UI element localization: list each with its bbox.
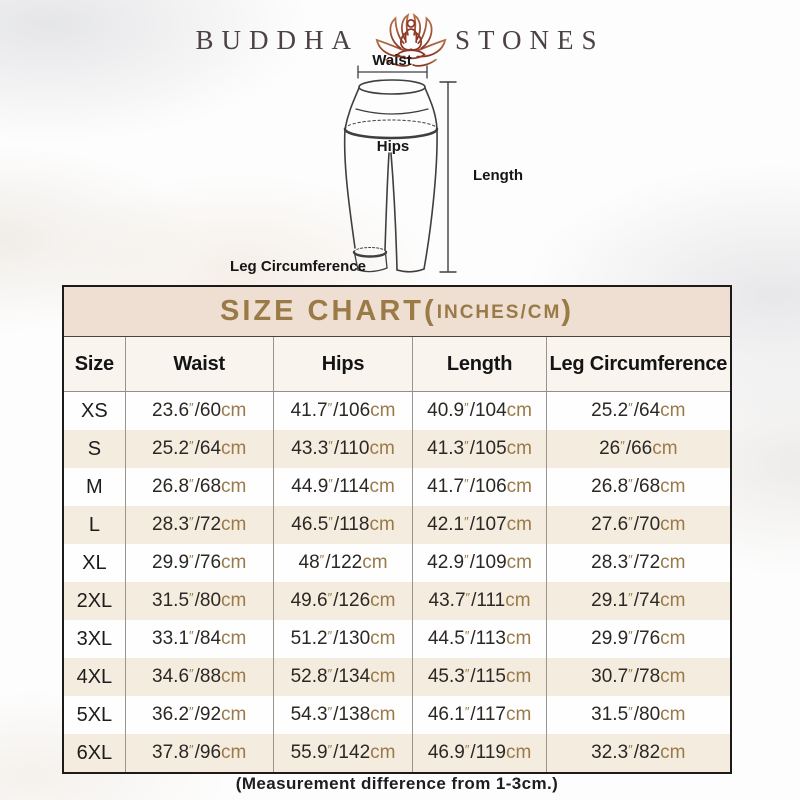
size-cell: 5XL [76, 703, 113, 726]
column-header-waist: Waist [124, 337, 274, 392]
size-chart-title: SIZE CHART(INCHES/CM) [64, 287, 730, 337]
lotus-meditation-icon [375, 13, 447, 67]
measurement-cell: 36.2″/92cm [124, 696, 274, 734]
table-row: S 25.2″/64cm 43.3″/110cm 41.3″/105cm 26″/66c… [64, 430, 730, 468]
measurement-cell: 23.6″/60cm [124, 391, 274, 430]
measurement-cell: 41.7″/106cm [412, 468, 547, 506]
table-header-row: Size Waist Hips Length Leg Circumference [64, 337, 730, 392]
measurement-cell: 33.1″/84cm [124, 620, 274, 658]
measurement-cell: 30.7″/78cm [545, 658, 730, 696]
column-header-length: Length [412, 337, 547, 392]
measurement-cell: 26″/66cm [545, 430, 730, 468]
size-chart-units: INCHES/CM [436, 302, 562, 323]
measurement-cell: 52.8″/134cm [272, 658, 413, 696]
measurements-table: Size Waist Hips Length Leg Circumference XS 2… [64, 337, 730, 772]
table-row: 6XL 37.8″/96cm 55.9″/142cm 46.9″/119cm 32.3″… [64, 734, 730, 772]
diagram-label-length: Length [473, 167, 523, 184]
measurement-cell: 46.5″/118cm [272, 506, 413, 544]
size-cell: XL [82, 551, 107, 574]
brand-name-right: STONES [454, 24, 605, 55]
measurement-cell: 46.1″/117cm [412, 696, 547, 734]
size-cell: 6XL [76, 741, 113, 764]
title-paren-open: ( [424, 295, 437, 327]
size-cell: 4XL [76, 665, 113, 688]
measurement-cell: 28.3″/72cm [545, 544, 730, 582]
measurement-cell: 41.3″/105cm [412, 430, 547, 468]
table-row: 3XL 33.1″/84cm 51.2″/130cm 44.5″/113cm 29.9″… [64, 620, 730, 658]
measurement-cell: 29.9″/76cm [124, 544, 274, 582]
measurement-cell: 29.1″/74cm [545, 582, 730, 620]
brand-logo: BUDDHA [0, 10, 800, 70]
measurement-cell: 31.5″/80cm [124, 582, 274, 620]
size-chart-table: SIZE CHART(INCHES/CM) Size Waist Hips Lengt… [62, 285, 732, 774]
measurement-cell: 48″/122cm [272, 544, 413, 582]
measurement-cell: 45.3″/115cm [412, 658, 547, 696]
measurement-cell: 34.6″/88cm [124, 658, 274, 696]
diagram-label-waist: Waist [372, 52, 411, 69]
column-header-size: Size [64, 337, 126, 392]
measurement-cell: 40.9″/104cm [412, 391, 547, 430]
column-header-hips: Hips [272, 337, 413, 392]
measurement-cell: 26.8″/68cm [124, 468, 274, 506]
measurement-cell: 29.9″/76cm [545, 620, 730, 658]
measurement-note: (Measurement difference from 1-3cm.) [235, 774, 559, 793]
measurement-cell: 25.2″/64cm [545, 391, 730, 430]
measurement-cell: 43.7″/111cm [412, 582, 547, 620]
size-cell: 2XL [76, 589, 113, 612]
measurement-cell: 26.8″/68cm [545, 468, 730, 506]
measurement-cell: 44.5″/113cm [412, 620, 547, 658]
size-chart-title-text: SIZE CHART [220, 295, 425, 327]
measurement-cell: 44.9″/114cm [272, 468, 413, 506]
table-body: XS 23.6″/60cm 41.7″/106cm 40.9″/104cm 25.2″/… [64, 391, 730, 772]
size-cell: XS [81, 399, 108, 422]
table-row: L 28.3″/72cm 46.5″/118cm 42.1″/107cm 27.6″/7… [64, 506, 730, 544]
table-row: 5XL 36.2″/92cm 54.3″/138cm 46.1″/117cm 31.5″… [64, 696, 730, 734]
table-row: XL 29.9″/76cm 48″/122cm 42.9″/109cm 28.3″/72… [64, 544, 730, 582]
measurement-cell: 43.3″/110cm [272, 430, 413, 468]
column-header-leg-circumference: Leg Circumference [545, 337, 730, 392]
measurement-cell: 27.6″/70cm [545, 506, 730, 544]
size-cell: S [87, 437, 102, 460]
table-row: XS 23.6″/60cm 41.7″/106cm 40.9″/104cm 25.2″/… [64, 391, 730, 430]
measurement-cell: 31.5″/80cm [545, 696, 730, 734]
measurement-cell: 28.3″/72cm [124, 506, 274, 544]
table-row: 2XL 31.5″/80cm 49.6″/126cm 43.7″/111cm 29.1″… [64, 582, 730, 620]
measurement-cell: 46.9″/119cm [412, 734, 547, 772]
measurement-cell: 25.2″/64cm [124, 430, 274, 468]
measurement-cell: 49.6″/126cm [272, 582, 413, 620]
measurement-cell: 54.3″/138cm [272, 696, 413, 734]
size-cell: M [86, 475, 103, 498]
measurement-cell: 55.9″/142cm [272, 734, 413, 772]
measurement-cell: 41.7″/106cm [272, 391, 413, 430]
brand-name-left: BUDDHA [195, 24, 359, 55]
measurement-cell: 42.1″/107cm [412, 506, 547, 544]
measurement-cell: 42.9″/109cm [412, 544, 547, 582]
table-row: 4XL 34.6″/88cm 52.8″/134cm 45.3″/115cm 30.7″… [64, 658, 730, 696]
title-paren-close: ) [561, 295, 574, 327]
measurement-cell: 32.3″/82cm [545, 734, 730, 772]
measurement-cell: 51.2″/130cm [272, 620, 413, 658]
table-row: M 26.8″/68cm 44.9″/114cm 41.7″/106cm 26.8″/6… [64, 468, 730, 506]
size-cell: 3XL [76, 627, 113, 650]
measurement-cell: 37.8″/96cm [124, 734, 274, 772]
size-cell: L [88, 513, 100, 536]
pants-measurement-diagram: Waist Hips Length Leg Circumference [230, 52, 523, 275]
diagram-label-leg-circumference: Leg Circumference [230, 258, 366, 275]
diagram-label-hips: Hips [377, 138, 410, 155]
